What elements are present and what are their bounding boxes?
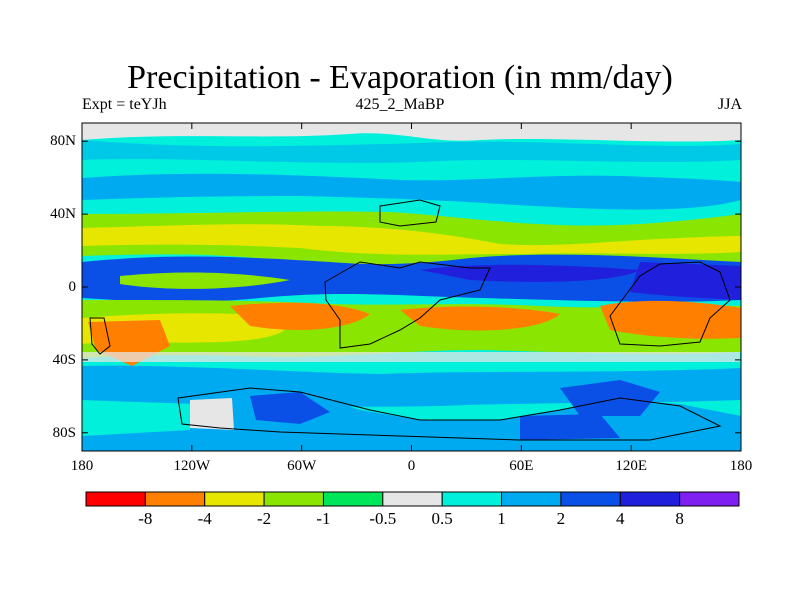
coastlines bbox=[89, 199, 731, 441]
sh-very-dry-pacific bbox=[230, 302, 370, 330]
antarctic-wet-east bbox=[560, 380, 660, 416]
antarctic-wet-indian bbox=[520, 414, 620, 440]
lat-tick-label: 80N bbox=[50, 133, 76, 150]
nh-arid-core bbox=[82, 224, 741, 255]
colorbar-swatch bbox=[619, 491, 681, 507]
lat-tick-label: 80S bbox=[52, 424, 76, 441]
lon-tick-label: 180 bbox=[729, 458, 753, 474]
coastline-antarctica bbox=[177, 387, 722, 441]
colorbar-label: -2 bbox=[256, 509, 272, 528]
itcz-core-maritime bbox=[630, 262, 741, 300]
map-title: Precipitation - Evaporation (in mm/day) bbox=[127, 59, 673, 96]
colorbar-label: 8 bbox=[675, 509, 684, 528]
coastline-africa-south-america bbox=[324, 261, 491, 349]
colorbar-swatch bbox=[144, 491, 206, 507]
antarctic-wet-west bbox=[250, 392, 330, 424]
colorbar-label: 4 bbox=[616, 509, 625, 528]
field-layer bbox=[82, 123, 741, 451]
colorbar-swatch bbox=[263, 491, 324, 507]
nh-storm-band bbox=[82, 173, 741, 210]
lat-tick-label: 40S bbox=[52, 351, 76, 368]
coastline-west-landmass bbox=[89, 317, 111, 355]
colorbar-swatch bbox=[204, 491, 265, 507]
subarctic-band bbox=[82, 140, 741, 163]
colorbar-swatch bbox=[382, 491, 443, 507]
colorbar-label: -4 bbox=[197, 509, 212, 528]
colorbar-label: -0.5 bbox=[369, 509, 397, 528]
lon-tick-label: 180 bbox=[70, 458, 94, 474]
itcz-inner-dry bbox=[120, 272, 290, 289]
lon-tick-label: 120E bbox=[615, 458, 647, 474]
period-label: 425_2_MaBP bbox=[355, 96, 445, 113]
colorbar-label: 1 bbox=[497, 509, 506, 528]
lon-tick-label: 0 bbox=[407, 458, 416, 474]
colorbar-label: -8 bbox=[138, 509, 153, 528]
antarctic-neutral bbox=[190, 398, 234, 430]
colorbar-swatch bbox=[322, 491, 384, 507]
coastline-europe bbox=[379, 199, 441, 227]
colorbar-label: 2 bbox=[556, 509, 566, 528]
arctic-band bbox=[82, 123, 741, 142]
colorbar-label: 0.5 bbox=[431, 509, 453, 528]
itcz-core-east bbox=[420, 264, 640, 282]
lon-tick-label: 60E bbox=[509, 458, 534, 474]
lat-tick-label: 40N bbox=[50, 206, 76, 223]
lon-tick-label: 120W bbox=[173, 458, 211, 474]
lon-tick-label: 60W bbox=[287, 458, 317, 474]
axis-ticks bbox=[81, 123, 742, 451]
experiment-label: Expt = teYJh bbox=[82, 96, 167, 113]
colorbar-swatch bbox=[501, 491, 562, 507]
sh-neutral-line bbox=[82, 352, 740, 362]
sh-very-dry-atlantic bbox=[400, 306, 560, 331]
colorbar-label: -1 bbox=[316, 509, 331, 528]
lat-tick-label: 0 bbox=[68, 279, 77, 295]
colorbar bbox=[85, 491, 740, 507]
colorbar-swatch bbox=[441, 491, 503, 507]
colorbar-swatch bbox=[679, 491, 740, 507]
season-label: JJA bbox=[717, 96, 742, 113]
colorbar-swatch bbox=[85, 491, 146, 507]
colorbar-swatch bbox=[560, 491, 621, 507]
coastline-asia-australia bbox=[609, 261, 731, 347]
